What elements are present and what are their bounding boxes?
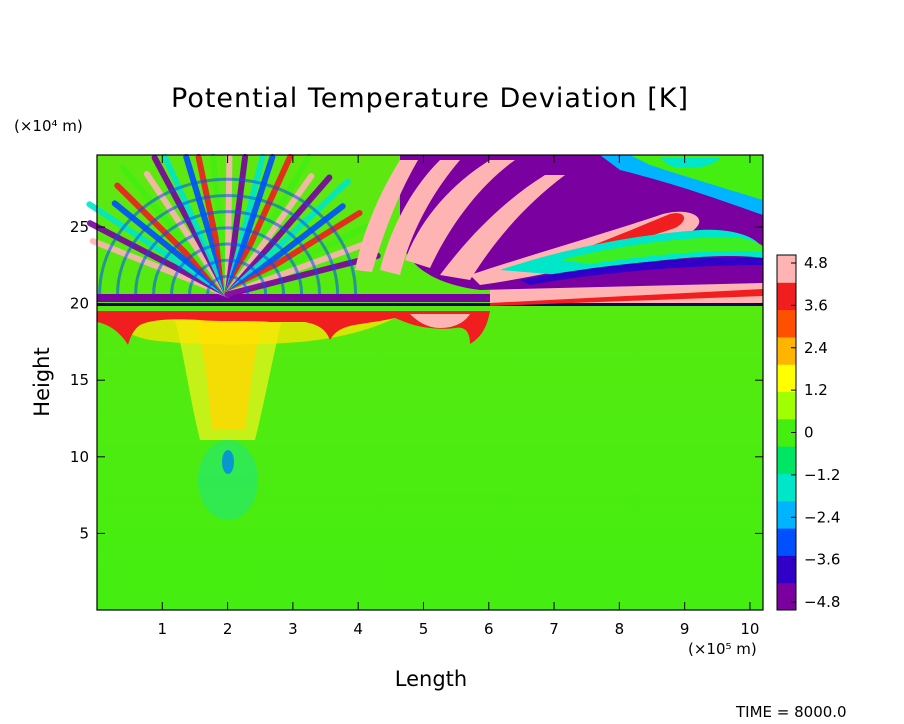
colorbar-tick-label: 4.8 [804, 254, 828, 272]
x-tick-label: 5 [419, 620, 429, 638]
colorbar-segment [777, 282, 796, 311]
pink-finger-4 [355, 160, 418, 272]
colorbar-segment [777, 500, 796, 529]
colorbar-segment [777, 364, 796, 393]
colorbar-segment [777, 582, 796, 611]
warm-layer [97, 311, 490, 345]
wave-stripe [161, 154, 231, 298]
colorbar-segment [777, 473, 796, 502]
colorbar-tick-label: −2.4 [804, 508, 840, 526]
pink-finger-3 [380, 160, 460, 275]
wave-arc [206, 274, 250, 295]
wave-arc [188, 258, 268, 295]
x-tick-label: 1 [158, 620, 168, 638]
pink-finger-2 [440, 175, 565, 280]
colorbar-tick-label: 1.2 [804, 381, 828, 399]
y-tick-label: 25 [70, 218, 89, 236]
colorbar-tick-label: 2.4 [804, 339, 828, 357]
colorbar-tick-label: −3.6 [804, 551, 840, 569]
x-tick-label: 8 [615, 620, 625, 638]
y-tick-label: 20 [70, 295, 89, 313]
plot-frame [96, 154, 764, 611]
colorbar-tick-label: −4.8 [804, 593, 840, 611]
chart-title: Potential Temperature Deviation [K] [171, 83, 689, 114]
colorbar-segment [777, 255, 796, 283]
colorbar: 4.8 3.6 2.4 1.2 0 −1.2 −2.4 −3.6 −4.8 [776, 254, 840, 611]
heatmap-field [86, 154, 763, 610]
wave-stripe [224, 252, 381, 298]
colorbar-segment [777, 528, 796, 556]
colorbar-segment [777, 336, 796, 365]
wave-arc [98, 177, 358, 295]
cold-cell-low [222, 450, 234, 474]
x-axis-unit: (×10⁵ m) [688, 640, 757, 658]
x-tick-label: 3 [288, 620, 298, 638]
y-tick-label: 5 [79, 524, 89, 542]
cold-band-upper [97, 294, 763, 302]
x-tick-label: 2 [223, 620, 233, 638]
colorbar-tick-label: −1.2 [804, 466, 840, 484]
y-tick-label: 10 [70, 448, 89, 466]
x-ticks: 1 2 3 4 5 6 7 8 9 10 [158, 155, 759, 638]
blue-tongue [520, 257, 763, 285]
x-axis-label: Length [394, 667, 468, 691]
colorbar-segment [777, 309, 796, 338]
green-tongue [560, 237, 763, 264]
colorbar-tick-label: 3.6 [804, 296, 828, 314]
y-ticks: 5 10 15 20 25 [70, 218, 763, 542]
warm-tongue-core [580, 213, 685, 250]
wave-arc [134, 210, 322, 295]
x-tick-label: 9 [680, 620, 690, 638]
wave-arc [170, 242, 286, 295]
wave-fan [86, 154, 381, 298]
x-tick-label: 6 [484, 620, 494, 638]
colorbar-segment [777, 446, 796, 474]
x-tick-label: 10 [740, 620, 759, 638]
tropopause-line [97, 303, 763, 306]
x-tick-label: 4 [353, 620, 363, 638]
y-tick-label: 15 [70, 371, 89, 389]
time-readout: TIME = 8000.0 [736, 703, 847, 721]
convective-core [195, 320, 262, 430]
upper-right-cyan [660, 158, 720, 168]
x-tick-label: 7 [549, 620, 559, 638]
warm-band-edge [490, 289, 763, 306]
colorbar-segment [777, 418, 796, 447]
y-axis-unit: (×10⁴ m) [14, 117, 83, 135]
warm-patch [410, 314, 470, 328]
cool-region-low [198, 440, 258, 520]
pink-finger-1 [405, 160, 515, 268]
colorbar-segment [777, 391, 796, 420]
upper-right-green [630, 155, 763, 200]
wave-arc [116, 193, 340, 295]
colorbar-segment [777, 555, 796, 584]
wave-arc [152, 226, 304, 295]
colorbar-tick-label: 0 [804, 424, 814, 442]
